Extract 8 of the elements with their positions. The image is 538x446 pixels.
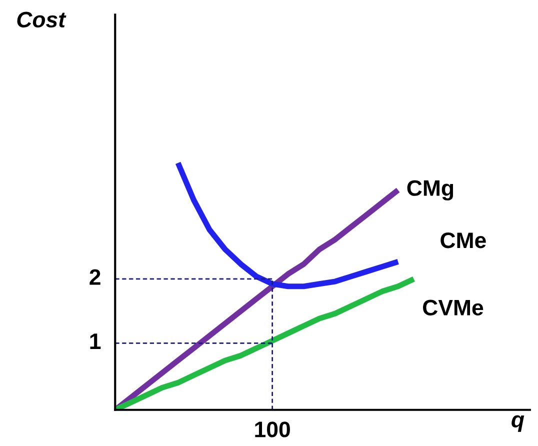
- text: 100: [255, 422, 290, 438]
- series-label: CVMe: [423, 300, 484, 316]
- text: 2: [90, 269, 100, 285]
- x-axis-title: q: [512, 415, 524, 432]
- series-label: CMg: [407, 180, 454, 200]
- text: CMe: [440, 232, 486, 248]
- text: 1: [90, 334, 101, 349]
- text: Cost: [17, 12, 66, 28]
